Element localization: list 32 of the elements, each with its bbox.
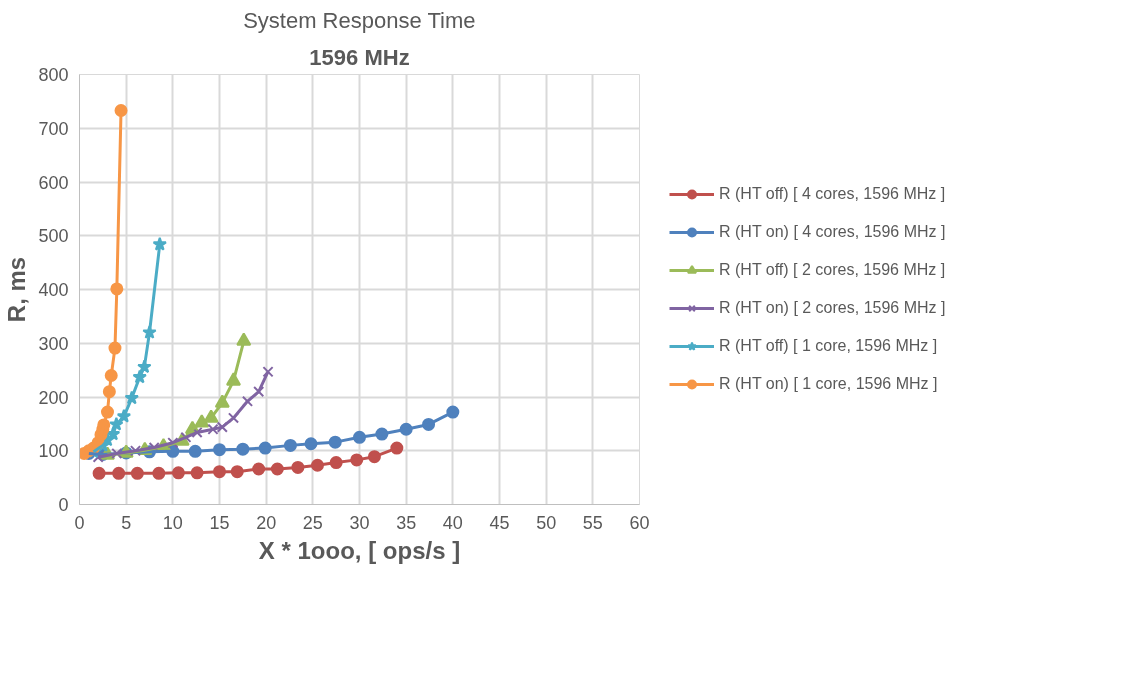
legend-label: R (HT off) [ 2 cores, 1596 MHz ] [719,261,946,279]
y-tick-label: 0 [58,495,69,515]
legend-label: R (HT on) [ 1 core, 1596 MHz ] [719,375,938,393]
y-tick-label: 300 [38,333,69,354]
y-tick-label: 500 [38,226,69,247]
legend-label: R (HT on) [ 4 cores, 1596 MHz ] [719,223,946,241]
x-tick-label: 60 [629,512,650,533]
x-tick-label: 25 [302,512,323,533]
x-axis-title: X * 1ooo, [ ops/s ] [258,536,461,564]
x-tick-label: 0 [74,512,85,533]
x-tick-label: 30 [349,512,370,533]
legend-label: R (HT off) [ 1 core, 1596 MHz ] [719,337,938,355]
x-tick-label: 50 [536,512,557,533]
x-tick-label: 5 [121,512,132,533]
legend-label: R (HT off) [ 4 cores, 1596 MHz ] [719,185,946,203]
y-tick-label: 400 [38,280,69,300]
x-tick-label: 10 [162,512,183,533]
chart-subtitle: 1596 MHz [309,44,410,70]
x-tick-label: 45 [489,512,510,533]
y-tick-label: 700 [38,118,69,139]
y-tick-label: 200 [38,387,69,408]
x-tick-label: 20 [256,512,277,533]
y-tick-label: 100 [38,441,69,462]
y-axis-title: R, ms [3,256,31,323]
x-tick-label: 35 [396,512,417,533]
chart-title: System Response Time [243,7,476,33]
x-tick-label: 40 [442,512,463,533]
y-tick-label: 800 [38,65,69,85]
y-tick-label: 600 [38,172,69,193]
x-tick-label: 15 [209,512,230,533]
x-tick-label: 55 [582,512,603,533]
legend-label: R (HT on) [ 2 cores, 1596 MHz ] [719,299,946,317]
